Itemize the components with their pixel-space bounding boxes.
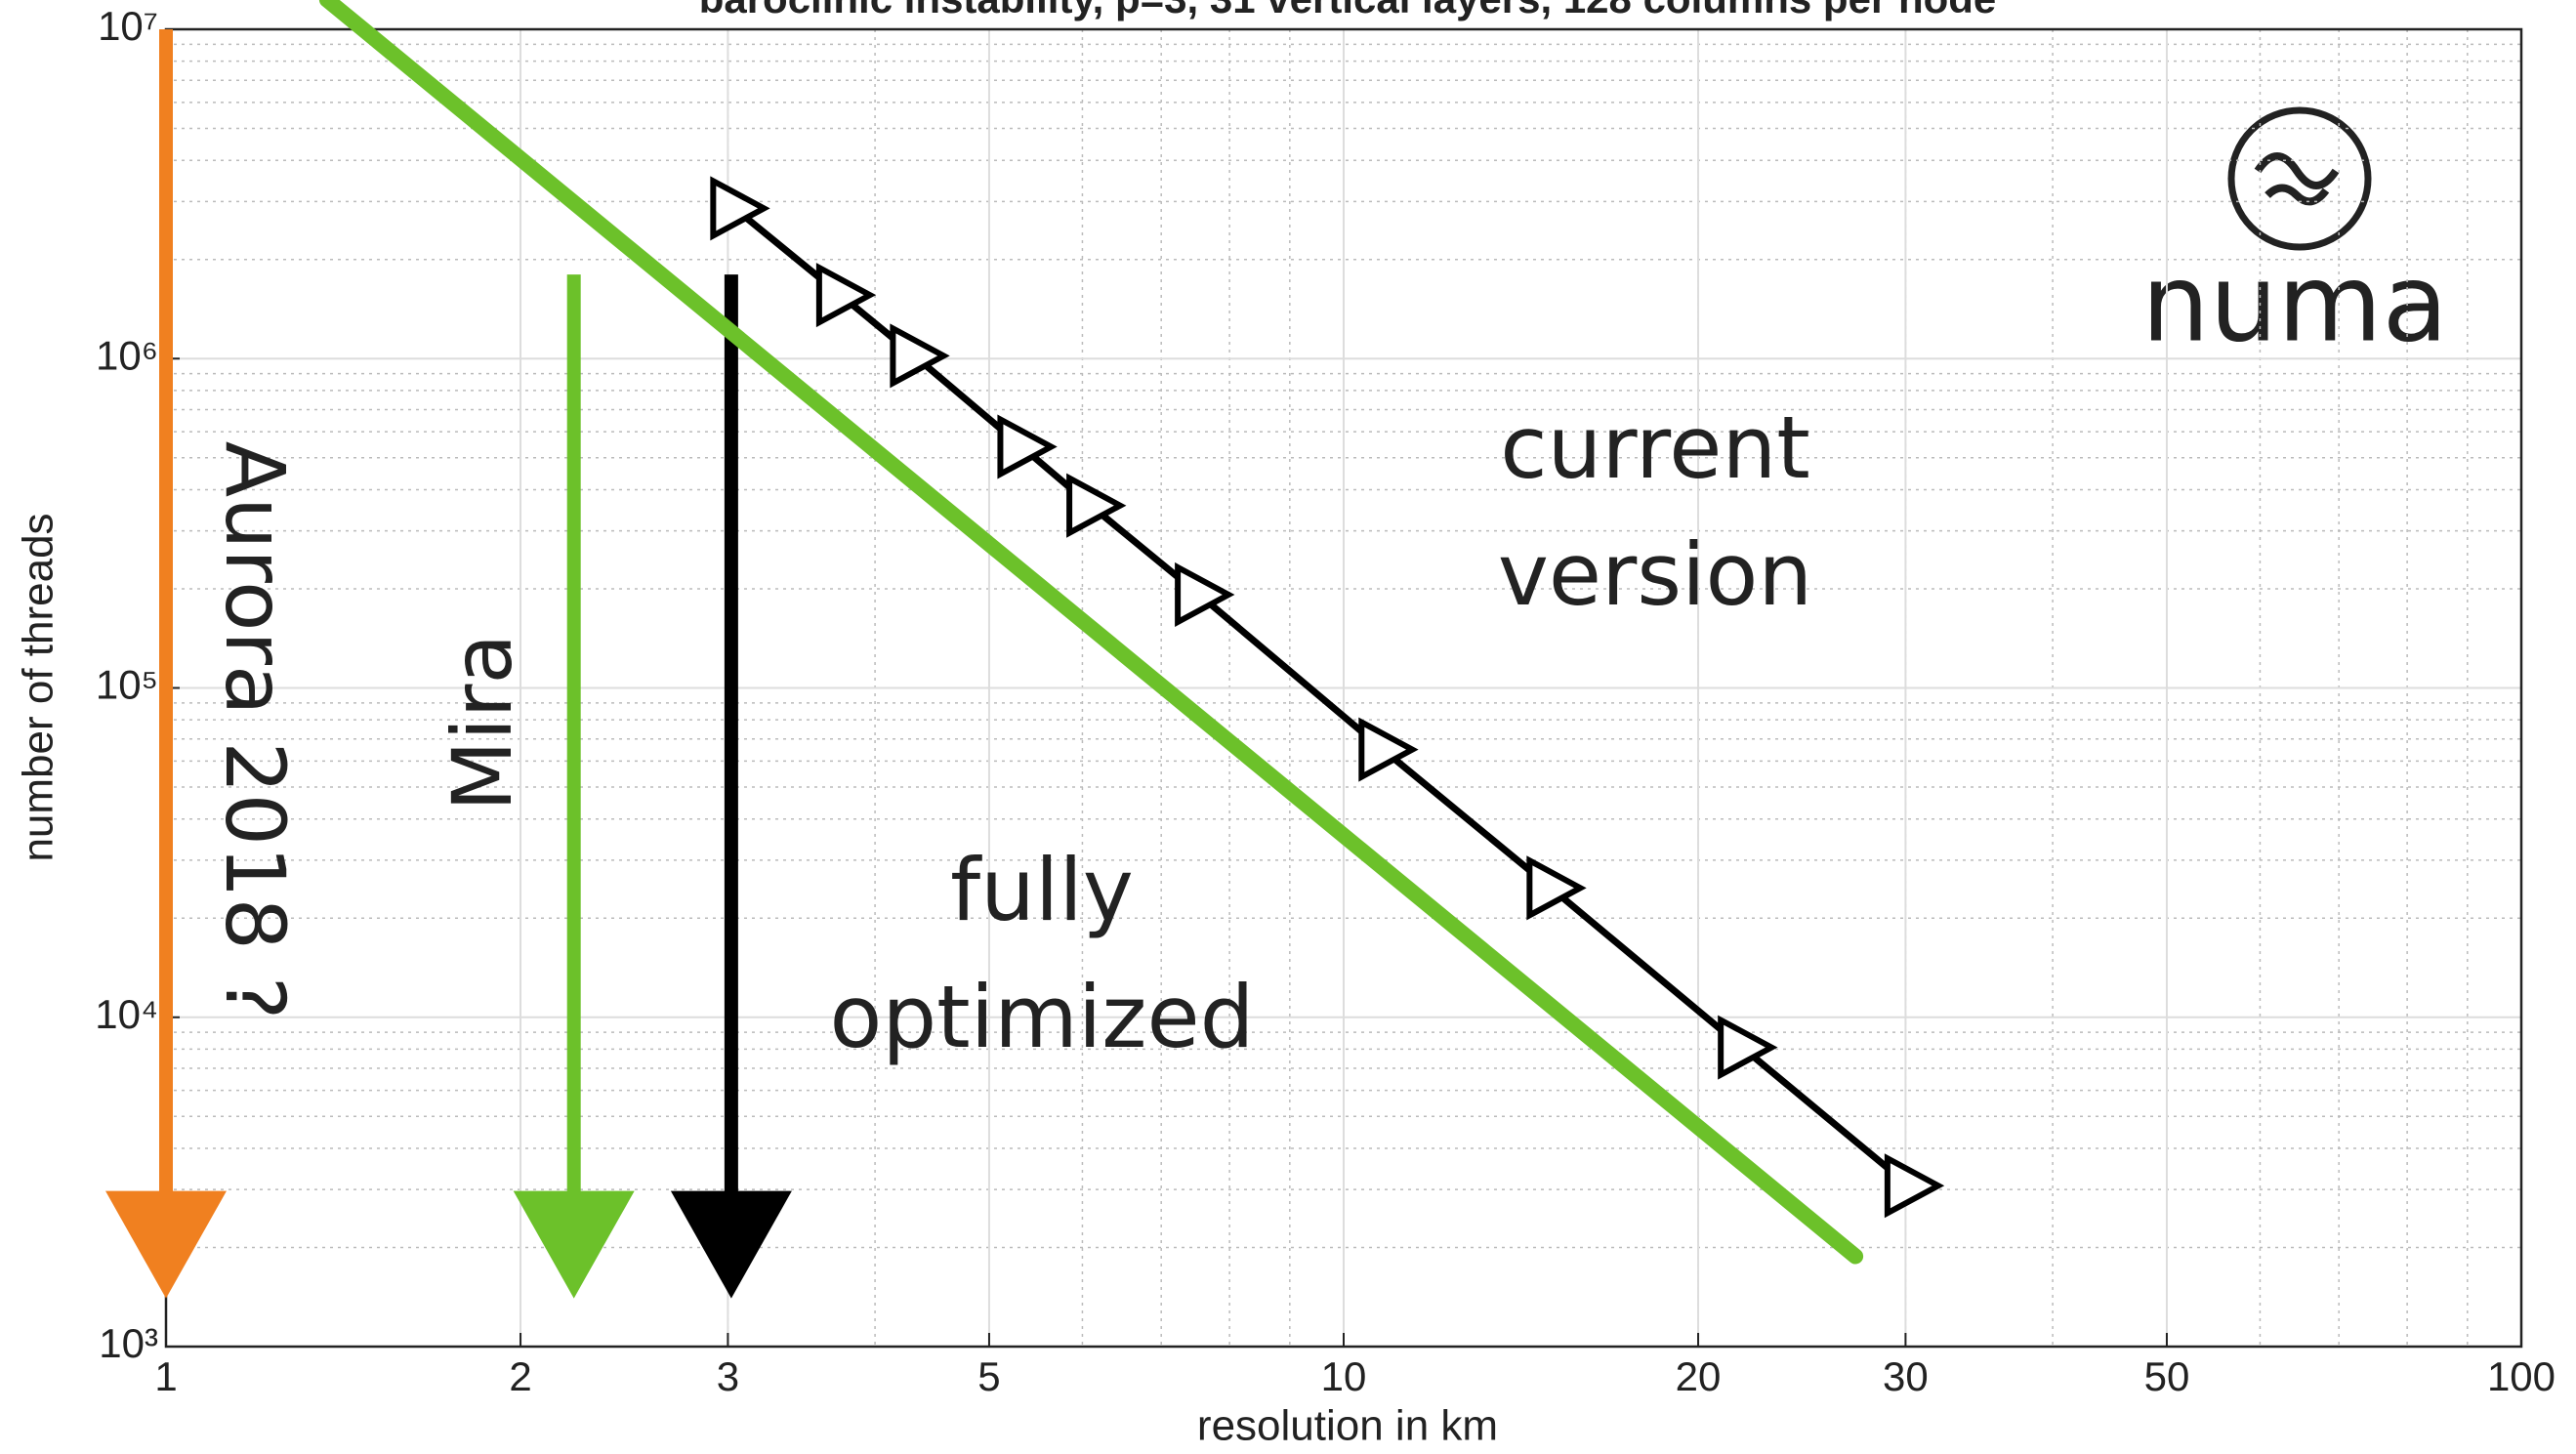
y-tick-label: 10⁷ [98, 3, 158, 49]
y-tick-label: 10⁵ [96, 662, 158, 708]
y-tick-label: 10³ [99, 1320, 158, 1366]
annotation: fully [950, 840, 1134, 940]
x-tick-label: 1 [154, 1353, 177, 1399]
annotation: current [1500, 397, 1809, 498]
logo-text: numa [2141, 240, 2448, 365]
arrow-head [513, 1190, 635, 1299]
logo-circle [2227, 106, 2372, 251]
x-tick-label: 50 [2144, 1353, 2190, 1399]
marker [1526, 855, 1587, 921]
logo-swirl [2254, 152, 2340, 206]
marker [1884, 1153, 1945, 1219]
marker [997, 414, 1058, 479]
x-tick-label: 3 [717, 1353, 739, 1399]
x-tick-label: 100 [2487, 1353, 2555, 1399]
marker [815, 263, 877, 328]
marker [710, 176, 770, 241]
x-axis-label: resolution in km [1197, 1402, 1498, 1450]
marker [1066, 473, 1127, 538]
annotation: version [1498, 524, 1812, 625]
marker [1358, 717, 1419, 782]
x-tick-label: 10 [1321, 1353, 1367, 1399]
y-tick-label: 10⁴ [95, 991, 158, 1037]
logo: numa [2141, 106, 2448, 365]
chart-title: baroclinic instability, p=3, 31 vertical… [699, 0, 1997, 21]
annotation: optimized [829, 967, 1254, 1067]
marker [890, 323, 950, 389]
line [318, 0, 1864, 1265]
y-axis-label: number of threads [15, 513, 62, 861]
line [730, 204, 1913, 1189]
arrow-label: Mira [435, 634, 530, 811]
marker [1718, 1015, 1778, 1080]
y-tick-label: 10⁶ [96, 332, 158, 378]
x-tick-label: 30 [1883, 1353, 1929, 1399]
x-tick-label: 20 [1676, 1353, 1722, 1399]
arrow-head [670, 1190, 792, 1299]
x-tick-label: 5 [977, 1353, 1000, 1399]
arrow-label: Aurora 2018 ? [207, 441, 303, 1020]
arrow-head [105, 1190, 227, 1299]
marker [1175, 561, 1235, 627]
x-tick-label: 2 [509, 1353, 531, 1399]
